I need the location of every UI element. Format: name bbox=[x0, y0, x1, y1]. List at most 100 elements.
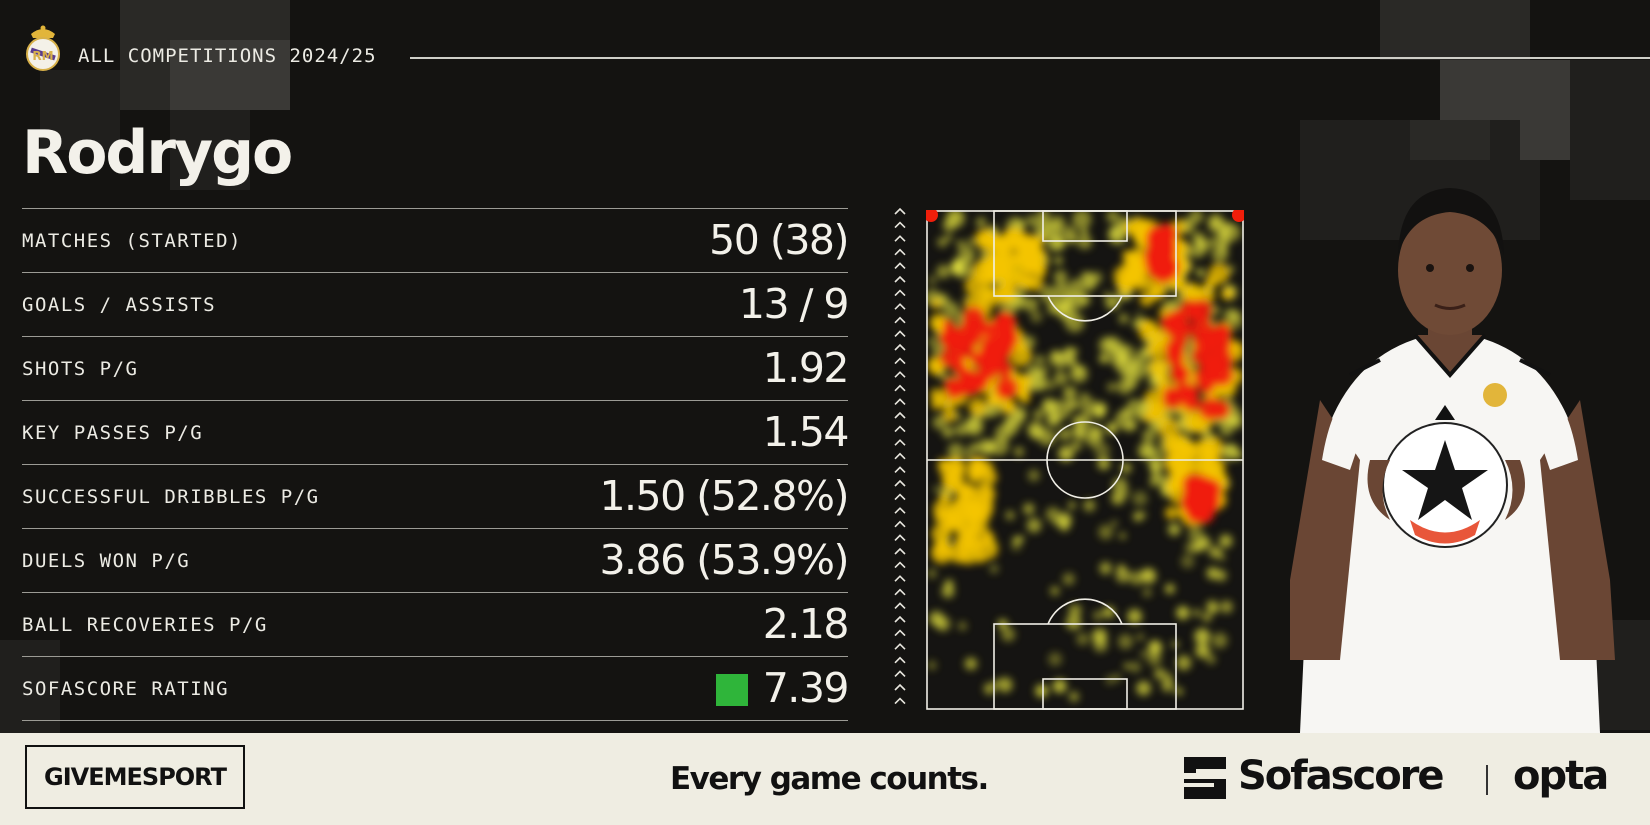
arrow-chevron bbox=[894, 479, 906, 487]
arrow-chevron bbox=[894, 316, 906, 324]
arrow-chevron bbox=[894, 235, 906, 242]
arrow-chevron bbox=[894, 507, 906, 514]
heat-spot bbox=[1162, 388, 1184, 410]
arrow-chevron bbox=[894, 221, 906, 229]
heat-spot bbox=[1210, 399, 1231, 421]
heat-spot bbox=[989, 357, 1002, 371]
heat-spot bbox=[1085, 430, 1103, 448]
heat-spot bbox=[942, 426, 954, 438]
heat-spot bbox=[1033, 368, 1044, 379]
logo-separator bbox=[1486, 765, 1488, 795]
heat-spot bbox=[1056, 512, 1072, 528]
heat-spot bbox=[1051, 400, 1072, 420]
heat-spot bbox=[1076, 632, 1090, 646]
heat-spot bbox=[1005, 510, 1015, 521]
heat-spot bbox=[1118, 313, 1129, 324]
heat-spot bbox=[1199, 508, 1214, 523]
stat-value: 50 (38) bbox=[709, 216, 849, 264]
heat-spot bbox=[1133, 511, 1144, 522]
arrow-chevron bbox=[894, 330, 906, 337]
heat-spot bbox=[927, 275, 938, 286]
heat-spot bbox=[1221, 287, 1234, 301]
heat-spot bbox=[975, 217, 987, 228]
player-name: Rodrygo bbox=[22, 118, 293, 188]
heat-spot bbox=[1164, 318, 1185, 339]
decor-block bbox=[170, 40, 290, 110]
stat-row: MATCHES (STARTED) 50 (38) bbox=[22, 208, 849, 272]
heat-spot bbox=[1219, 534, 1233, 548]
heat-spot bbox=[982, 469, 998, 485]
rating-indicator bbox=[716, 674, 748, 706]
heat-spot bbox=[1168, 451, 1188, 471]
heat-spot bbox=[942, 473, 960, 492]
heat-spot bbox=[1023, 256, 1042, 274]
heat-spot bbox=[927, 568, 938, 579]
stat-label: SUCCESSFUL DRIBBLES P/G bbox=[22, 486, 320, 508]
heat-spot bbox=[1123, 662, 1131, 670]
heat-spot bbox=[1055, 366, 1062, 373]
decor-block bbox=[0, 640, 60, 733]
heat-spot bbox=[1034, 354, 1045, 366]
heat-spot bbox=[954, 537, 966, 549]
heat-spot bbox=[1000, 398, 1017, 415]
decor-block bbox=[1440, 60, 1570, 120]
heat-spot bbox=[1017, 535, 1025, 543]
heat-spot bbox=[1075, 430, 1086, 440]
heat-spot bbox=[1027, 469, 1040, 482]
heat-spot bbox=[969, 463, 980, 474]
arrow-chevron bbox=[894, 643, 906, 650]
heat-spot bbox=[1198, 377, 1215, 395]
stat-label: KEY PASSES P/G bbox=[22, 422, 204, 444]
heat-spot bbox=[945, 234, 953, 242]
heat-spot bbox=[1046, 380, 1057, 391]
arrow-chevron bbox=[894, 588, 906, 596]
heat-spot bbox=[1206, 654, 1216, 665]
heat-spot bbox=[1148, 358, 1169, 378]
heat-spot bbox=[1183, 452, 1204, 473]
heat-spot bbox=[1069, 364, 1089, 384]
heat-spot bbox=[1105, 294, 1120, 310]
heat-spot bbox=[1164, 506, 1178, 520]
heat-spot bbox=[1195, 268, 1206, 278]
heat-spot bbox=[1215, 460, 1226, 471]
arrow-chevron bbox=[894, 289, 906, 297]
heat-spot bbox=[1033, 218, 1051, 236]
heat-spot bbox=[1153, 668, 1166, 680]
arrow-chevron bbox=[894, 371, 906, 378]
heat-spot bbox=[1070, 440, 1082, 452]
heat-spot bbox=[1194, 628, 1211, 645]
sofascore-logo-icon bbox=[1184, 757, 1226, 799]
heat-spot bbox=[1197, 536, 1211, 550]
heat-spot bbox=[1083, 406, 1094, 417]
arrow-chevron bbox=[894, 343, 906, 351]
heat-spot bbox=[1062, 347, 1076, 361]
heat-spot bbox=[1190, 315, 1213, 337]
arrow-chevron bbox=[894, 615, 906, 623]
heat-spot bbox=[1136, 680, 1151, 696]
stat-label: SOFASCORE RATING bbox=[22, 678, 230, 700]
heat-spot bbox=[1124, 251, 1137, 264]
heat-spot bbox=[1050, 215, 1066, 231]
heat-spot bbox=[959, 485, 980, 505]
heat-spot bbox=[1072, 210, 1092, 230]
heat-spot bbox=[1140, 650, 1148, 659]
stat-row: DUELS WON P/G 3.86 (53.9%) bbox=[22, 528, 849, 592]
heat-spot bbox=[1192, 608, 1201, 617]
heat-spot bbox=[996, 386, 1009, 399]
heat-spot bbox=[1061, 226, 1078, 242]
heat-spot bbox=[1180, 554, 1195, 569]
heat-spot bbox=[1048, 351, 1063, 366]
real-madrid-crest-icon: RM bbox=[26, 25, 60, 71]
stat-value: 1.50 (52.8%) bbox=[599, 472, 849, 520]
heat-spot bbox=[1212, 632, 1228, 649]
heat-spot bbox=[1115, 567, 1131, 583]
heat-spot bbox=[1026, 215, 1037, 226]
heat-spot bbox=[1205, 600, 1219, 613]
heat-spot bbox=[1126, 398, 1144, 416]
heat-spot bbox=[997, 677, 1013, 693]
tagline: Every game counts. bbox=[670, 761, 989, 797]
heat-spot bbox=[927, 336, 937, 346]
stat-label: GOALS / ASSISTS bbox=[22, 294, 217, 316]
heat-spot bbox=[1148, 458, 1161, 471]
